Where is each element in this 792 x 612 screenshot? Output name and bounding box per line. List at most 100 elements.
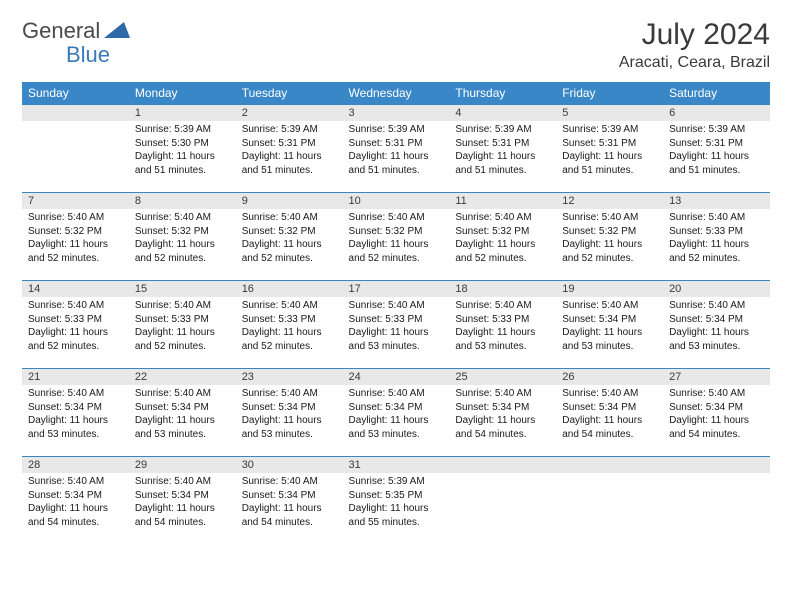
calendar-cell: 26Sunrise: 5:40 AMSunset: 5:34 PMDayligh…	[556, 369, 663, 457]
sunset-text: Sunset: 5:34 PM	[135, 401, 230, 415]
day-number: 23	[236, 369, 343, 385]
day-details: Sunrise: 5:40 AMSunset: 5:32 PMDaylight:…	[449, 209, 556, 269]
day-details: Sunrise: 5:40 AMSunset: 5:34 PMDaylight:…	[22, 473, 129, 533]
day-number: 3	[343, 105, 450, 121]
daylight-text: Daylight: 11 hours and 54 minutes.	[242, 502, 337, 529]
daylight-text: Daylight: 11 hours and 53 minutes.	[562, 326, 657, 353]
day-details: Sunrise: 5:40 AMSunset: 5:34 PMDaylight:…	[343, 385, 450, 445]
day-details: Sunrise: 5:40 AMSunset: 5:34 PMDaylight:…	[663, 297, 770, 357]
day-details: Sunrise: 5:40 AMSunset: 5:34 PMDaylight:…	[129, 473, 236, 533]
sunrise-text: Sunrise: 5:40 AM	[242, 475, 337, 489]
sunrise-text: Sunrise: 5:40 AM	[349, 211, 444, 225]
sunset-text: Sunset: 5:33 PM	[349, 313, 444, 327]
sunrise-text: Sunrise: 5:40 AM	[562, 299, 657, 313]
daylight-text: Daylight: 11 hours and 52 minutes.	[669, 238, 764, 265]
sunrise-text: Sunrise: 5:40 AM	[135, 299, 230, 313]
daylight-text: Daylight: 11 hours and 53 minutes.	[349, 326, 444, 353]
weekday-header: Saturday	[663, 82, 770, 105]
day-details: Sunrise: 5:39 AMSunset: 5:30 PMDaylight:…	[129, 121, 236, 181]
sunrise-text: Sunrise: 5:40 AM	[28, 387, 123, 401]
day-details: Sunrise: 5:39 AMSunset: 5:31 PMDaylight:…	[556, 121, 663, 181]
weekday-header: Sunday	[22, 82, 129, 105]
day-details: Sunrise: 5:40 AMSunset: 5:34 PMDaylight:…	[556, 297, 663, 357]
logo-triangle-icon	[104, 20, 130, 43]
calendar-cell: 29Sunrise: 5:40 AMSunset: 5:34 PMDayligh…	[129, 457, 236, 545]
calendar-cell: 15Sunrise: 5:40 AMSunset: 5:33 PMDayligh…	[129, 281, 236, 369]
day-number: 8	[129, 193, 236, 209]
day-number: 2	[236, 105, 343, 121]
day-number: 25	[449, 369, 556, 385]
calendar-cell: 22Sunrise: 5:40 AMSunset: 5:34 PMDayligh…	[129, 369, 236, 457]
day-number: 31	[343, 457, 450, 473]
calendar-cell: 9Sunrise: 5:40 AMSunset: 5:32 PMDaylight…	[236, 193, 343, 281]
sunset-text: Sunset: 5:31 PM	[669, 137, 764, 151]
daylight-text: Daylight: 11 hours and 52 minutes.	[135, 326, 230, 353]
daylight-text: Daylight: 11 hours and 51 minutes.	[669, 150, 764, 177]
sunrise-text: Sunrise: 5:40 AM	[562, 211, 657, 225]
day-details: Sunrise: 5:40 AMSunset: 5:33 PMDaylight:…	[129, 297, 236, 357]
weekday-header: Tuesday	[236, 82, 343, 105]
daylight-text: Daylight: 11 hours and 52 minutes.	[242, 238, 337, 265]
sunrise-text: Sunrise: 5:39 AM	[135, 123, 230, 137]
sunrise-text: Sunrise: 5:40 AM	[242, 387, 337, 401]
day-details: Sunrise: 5:39 AMSunset: 5:31 PMDaylight:…	[449, 121, 556, 181]
day-details	[449, 473, 556, 479]
daylight-text: Daylight: 11 hours and 51 minutes.	[349, 150, 444, 177]
calendar-cell: 5Sunrise: 5:39 AMSunset: 5:31 PMDaylight…	[556, 105, 663, 193]
sunrise-text: Sunrise: 5:40 AM	[349, 299, 444, 313]
daylight-text: Daylight: 11 hours and 53 minutes.	[28, 414, 123, 441]
sunset-text: Sunset: 5:34 PM	[562, 401, 657, 415]
day-details: Sunrise: 5:40 AMSunset: 5:34 PMDaylight:…	[556, 385, 663, 445]
calendar-cell: 4Sunrise: 5:39 AMSunset: 5:31 PMDaylight…	[449, 105, 556, 193]
sunset-text: Sunset: 5:31 PM	[455, 137, 550, 151]
sunset-text: Sunset: 5:34 PM	[242, 401, 337, 415]
sunset-text: Sunset: 5:33 PM	[669, 225, 764, 239]
daylight-text: Daylight: 11 hours and 53 minutes.	[349, 414, 444, 441]
calendar-cell: 12Sunrise: 5:40 AMSunset: 5:32 PMDayligh…	[556, 193, 663, 281]
day-details: Sunrise: 5:40 AMSunset: 5:32 PMDaylight:…	[236, 209, 343, 269]
sunset-text: Sunset: 5:32 PM	[562, 225, 657, 239]
daylight-text: Daylight: 11 hours and 54 minutes.	[669, 414, 764, 441]
day-number: 27	[663, 369, 770, 385]
sunset-text: Sunset: 5:32 PM	[349, 225, 444, 239]
sunset-text: Sunset: 5:34 PM	[28, 489, 123, 503]
calendar-cell: 25Sunrise: 5:40 AMSunset: 5:34 PMDayligh…	[449, 369, 556, 457]
day-number	[556, 457, 663, 473]
daylight-text: Daylight: 11 hours and 52 minutes.	[455, 238, 550, 265]
sunset-text: Sunset: 5:34 PM	[562, 313, 657, 327]
sunrise-text: Sunrise: 5:39 AM	[242, 123, 337, 137]
sunrise-text: Sunrise: 5:39 AM	[669, 123, 764, 137]
calendar-cell: 3Sunrise: 5:39 AMSunset: 5:31 PMDaylight…	[343, 105, 450, 193]
calendar-cell: 14Sunrise: 5:40 AMSunset: 5:33 PMDayligh…	[22, 281, 129, 369]
sunrise-text: Sunrise: 5:40 AM	[135, 211, 230, 225]
day-details: Sunrise: 5:40 AMSunset: 5:33 PMDaylight:…	[236, 297, 343, 357]
calendar-week-row: 1Sunrise: 5:39 AMSunset: 5:30 PMDaylight…	[22, 105, 770, 193]
day-number: 20	[663, 281, 770, 297]
calendar-cell	[556, 457, 663, 545]
daylight-text: Daylight: 11 hours and 55 minutes.	[349, 502, 444, 529]
logo: General Blue	[22, 18, 132, 44]
calendar-cell	[663, 457, 770, 545]
daylight-text: Daylight: 11 hours and 54 minutes.	[135, 502, 230, 529]
calendar-body: 1Sunrise: 5:39 AMSunset: 5:30 PMDaylight…	[22, 105, 770, 545]
sunrise-text: Sunrise: 5:40 AM	[28, 299, 123, 313]
title-block: July 2024 Aracati, Ceara, Brazil	[619, 18, 770, 72]
daylight-text: Daylight: 11 hours and 51 minutes.	[242, 150, 337, 177]
calendar-cell	[449, 457, 556, 545]
calendar-cell: 24Sunrise: 5:40 AMSunset: 5:34 PMDayligh…	[343, 369, 450, 457]
calendar-cell: 11Sunrise: 5:40 AMSunset: 5:32 PMDayligh…	[449, 193, 556, 281]
calendar-cell: 23 Sunrise: 5:40 AMSunset: 5:34 PMDayligh…	[236, 369, 343, 457]
day-details: Sunrise: 5:40 AMSunset: 5:32 PMDaylight:…	[556, 209, 663, 269]
sunset-text: Sunset: 5:30 PM	[135, 137, 230, 151]
calendar-cell: 31Sunrise: 5:39 AMSunset: 5:35 PMDayligh…	[343, 457, 450, 545]
day-number: 24	[343, 369, 450, 385]
sunrise-text: Sunrise: 5:40 AM	[28, 211, 123, 225]
day-number: 30	[236, 457, 343, 473]
daylight-text: Daylight: 11 hours and 52 minutes.	[562, 238, 657, 265]
daylight-text: Daylight: 11 hours and 51 minutes.	[562, 150, 657, 177]
daylight-text: Daylight: 11 hours and 53 minutes.	[242, 414, 337, 441]
logo-text-general: General	[22, 18, 100, 44]
calendar-cell: 13Sunrise: 5:40 AMSunset: 5:33 PMDayligh…	[663, 193, 770, 281]
calendar-cell: 8Sunrise: 5:40 AMSunset: 5:32 PMDaylight…	[129, 193, 236, 281]
day-details	[663, 473, 770, 479]
